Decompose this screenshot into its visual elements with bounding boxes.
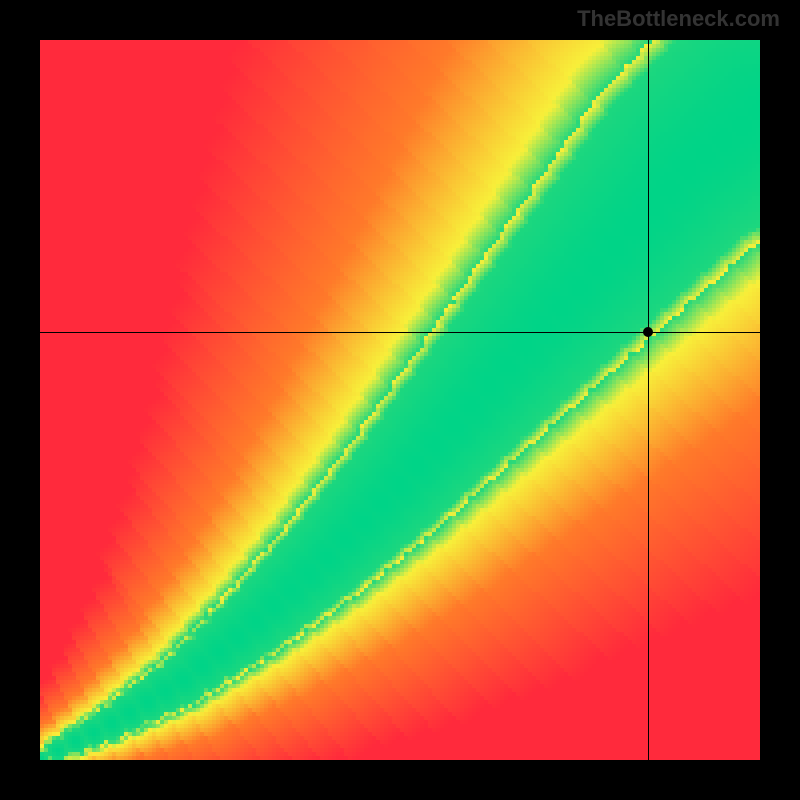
chart-container: TheBottleneck.com xyxy=(0,0,800,800)
heatmap-canvas xyxy=(40,40,760,760)
crosshair-vertical xyxy=(648,40,649,760)
watermark-text: TheBottleneck.com xyxy=(577,6,780,32)
plot-area xyxy=(40,40,760,760)
marker-dot xyxy=(643,327,653,337)
